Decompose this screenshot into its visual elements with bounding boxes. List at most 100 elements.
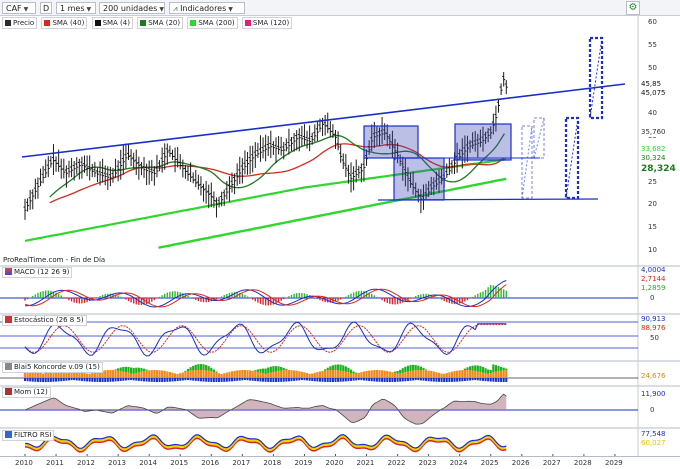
macd-tag: 4,0004 — [641, 266, 666, 274]
mom-area — [25, 394, 507, 425]
chevron-down-icon: ▼ — [228, 6, 233, 13]
time-axis-label: 2027 — [542, 459, 561, 467]
units-label: 200 unidades — [103, 4, 158, 13]
stoch-tag: 90,913 — [641, 315, 666, 323]
consolidation-box — [393, 157, 445, 201]
projection-diagonal — [565, 117, 579, 199]
legend-swatch — [190, 20, 197, 26]
mom-tag: 0 — [650, 406, 655, 414]
projection-diagonal — [521, 125, 533, 199]
time-axis: 2010 2011 2012 2013 2014 2015 2016 2017 2018 2019… — [0, 456, 680, 469]
time-axis-label: 2023 — [418, 459, 437, 467]
indicator-swatch — [5, 388, 12, 395]
price-tag: 30,324 — [639, 154, 668, 163]
rsi-tag: 60,027 — [641, 439, 666, 447]
stoch-tag: 88,976 — [641, 324, 666, 332]
macd-line — [25, 279, 507, 308]
legend-swatch — [94, 20, 101, 26]
price-panel[interactable]: Precio SMA (40) SMA (4) SMA (20) SMA (20… — [0, 16, 680, 266]
stoch-title[interactable]: Estocástico (26 8 5) — [2, 315, 87, 326]
time-axis-label: 2026 — [511, 459, 530, 467]
stoch-tag: 50 — [650, 334, 659, 342]
rsi-title[interactable]: FILTRO RSI — [2, 430, 55, 441]
price-tag: 35,760 — [639, 128, 668, 137]
rsi-red-line — [24, 437, 507, 453]
data-source-label: ProRealTime.com - Fin de Día — [3, 256, 106, 264]
rsi-tag: 77,548 — [641, 430, 666, 438]
price-tick-label: 40 — [648, 109, 657, 118]
time-axis-label: 2019 — [294, 459, 313, 467]
price-tag: 28,324 — [639, 164, 678, 174]
indicator-swatch — [5, 316, 12, 323]
price-tag: 33,682 — [639, 145, 668, 154]
legend-item-sma200[interactable]: SMA (200) — [187, 17, 238, 29]
time-axis-label: 2012 — [77, 459, 95, 467]
price-tick-label: 20 — [648, 200, 657, 209]
time-axis-label: 2021 — [356, 459, 375, 467]
time-axis-label: 2028 — [573, 459, 592, 467]
time-axis-label: 2022 — [387, 459, 406, 467]
stoch-k-line — [24, 321, 507, 357]
time-axis-label: 2029 — [604, 459, 623, 467]
price-tag: 45,85 — [639, 80, 664, 89]
chart-type-button[interactable]: D — [40, 2, 52, 14]
price-tick-label: 15 — [648, 223, 657, 232]
projection-box — [564, 116, 580, 200]
time-axis-label: 2018 — [263, 459, 282, 467]
chevron-down-icon: ▼ — [23, 6, 29, 13]
koncorde-tag: 24,676 — [641, 372, 666, 380]
symbol-label: CAF — [6, 4, 22, 13]
indicators-label: Indicadores — [180, 4, 227, 13]
time-axis-label: 2020 — [325, 459, 344, 467]
legend-swatch — [5, 20, 11, 26]
time-axis-label: 2024 — [449, 459, 468, 467]
legend-item-sma20[interactable]: SMA (20) — [137, 17, 184, 29]
units-selector[interactable]: 200 unidades ▼ — [99, 2, 165, 14]
projection-diagonal — [533, 117, 545, 159]
price-tick-label: 10 — [648, 246, 657, 254]
time-axis-label: 2015 — [170, 459, 189, 467]
projection-box — [533, 117, 545, 159]
koncorde-title[interactable]: Blai5 Koncorde v.09 (15) — [2, 362, 103, 373]
legend-swatch — [140, 20, 147, 26]
time-axis-label: 2017 — [232, 459, 251, 467]
projection-diagonal — [589, 37, 603, 119]
price-tag: 45,075 — [639, 89, 668, 98]
time-axis-label: 2013 — [108, 459, 126, 467]
time-axis-label: 2010 — [15, 459, 33, 467]
price-tick-label: 25 — [648, 177, 657, 186]
projection-box — [521, 125, 533, 199]
sma20-line — [49, 133, 505, 198]
consolidation-box — [363, 125, 419, 159]
legend-item-sma120[interactable]: SMA (120) — [241, 17, 293, 29]
indicators-icon: ⩘ — [173, 4, 178, 13]
settings-icon[interactable]: ⚙ — [626, 1, 640, 15]
sma200-line — [24, 158, 507, 242]
rsi-yellow-line — [24, 434, 507, 452]
macd-title[interactable]: MACD (12 26 9) — [2, 267, 73, 278]
period-selector[interactable]: 1 mes ▼ — [56, 2, 96, 14]
legend-item-sma4[interactable]: SMA (4) — [91, 17, 133, 29]
time-axis-label: 2011 — [46, 459, 64, 467]
trend-line — [21, 83, 626, 158]
chevron-down-icon: ▼ — [86, 6, 92, 13]
projection-box — [588, 36, 604, 120]
indicator-swatch — [5, 363, 12, 370]
indicators-button[interactable]: ⩘ Indicadores ▼ — [169, 2, 245, 14]
mom-line — [24, 393, 507, 425]
time-axis-label: 2025 — [480, 459, 499, 467]
macd-signal-line — [24, 284, 507, 308]
price-tick-label: 50 — [648, 63, 657, 72]
price-tick-label: 55 — [648, 40, 657, 49]
mom-title[interactable]: Mom (12) — [2, 387, 51, 398]
period-label: 1 mes — [60, 4, 85, 13]
toolbar: CAF ▼ D 1 mes ▼ 200 unidades ▼ ⩘ Indicadore… — [0, 0, 680, 16]
chevron-down-icon: ▼ — [159, 6, 164, 13]
legend-swatch — [44, 20, 51, 26]
macd-tag: 0 — [650, 294, 655, 302]
symbol-selector[interactable]: CAF ▼ — [2, 2, 36, 14]
price-tick-label: 60 — [648, 18, 657, 26]
legend-item-sma40[interactable]: SMA (40) — [41, 17, 88, 29]
legend-item-price[interactable]: Precio — [2, 17, 38, 29]
